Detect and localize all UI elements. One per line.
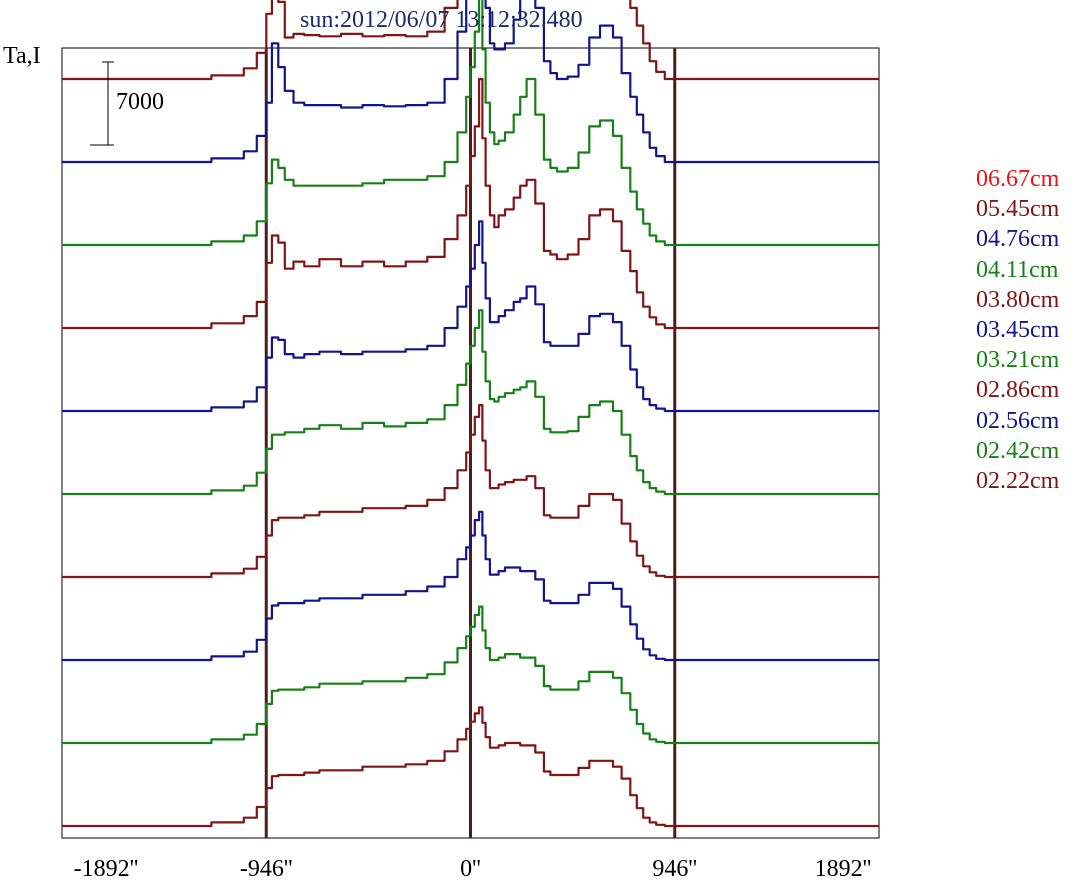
legend-item-05.45cm: 05.45cm	[976, 196, 1060, 223]
chart-title: sun:2012/06/07 13:12:32.480	[300, 7, 583, 33]
legend-item-02.56cm: 02.56cm	[976, 407, 1060, 434]
x-tick-label: 0''	[460, 856, 481, 882]
series-line-04.76cm	[62, 0, 879, 164]
x-tick-label: -946''	[239, 856, 293, 882]
x-tick-label: 1892''	[814, 856, 872, 882]
series-line-03.21cm	[62, 309, 879, 496]
legend-item-04.11cm: 04.11cm	[976, 256, 1059, 283]
legend-item-06.67cm: 06.67cm	[976, 166, 1060, 192]
series-line-03.80cm	[62, 77, 879, 330]
legend: 06.67cm 05.45cm 04.76cm 04.11cm 03.80cm 03.45…	[976, 164, 1059, 496]
series-line-02.56cm	[62, 510, 879, 662]
legend-item-03.45cm: 03.45cm	[976, 317, 1060, 344]
series-line-05.45cm	[62, 0, 879, 81]
legend-item-04.76cm: 04.76cm	[976, 226, 1060, 253]
legend-item-02.22cm: 02.22cm	[976, 468, 1060, 495]
series-line-02.42cm	[62, 605, 879, 745]
series-line-02.22cm	[62, 706, 879, 828]
x-tick-label: -1892''	[73, 856, 139, 882]
series-line-02.86cm	[62, 404, 879, 579]
legend-item-02.86cm: 02.86cm	[976, 377, 1060, 404]
series-group	[62, 0, 879, 828]
series-line-03.45cm	[62, 220, 879, 413]
y-axis-label: Ta,I	[3, 43, 41, 69]
legend-item-03.21cm: 03.21cm	[976, 347, 1060, 374]
scale-bar-label: 7000	[116, 89, 164, 115]
legend-item-03.80cm: 03.80cm	[976, 286, 1060, 313]
legend-item-02.42cm: 02.42cm	[976, 437, 1060, 464]
series-line-04.11cm	[62, 0, 879, 247]
x-tick-label: 946''	[652, 856, 698, 882]
scale-bar	[90, 61, 114, 146]
